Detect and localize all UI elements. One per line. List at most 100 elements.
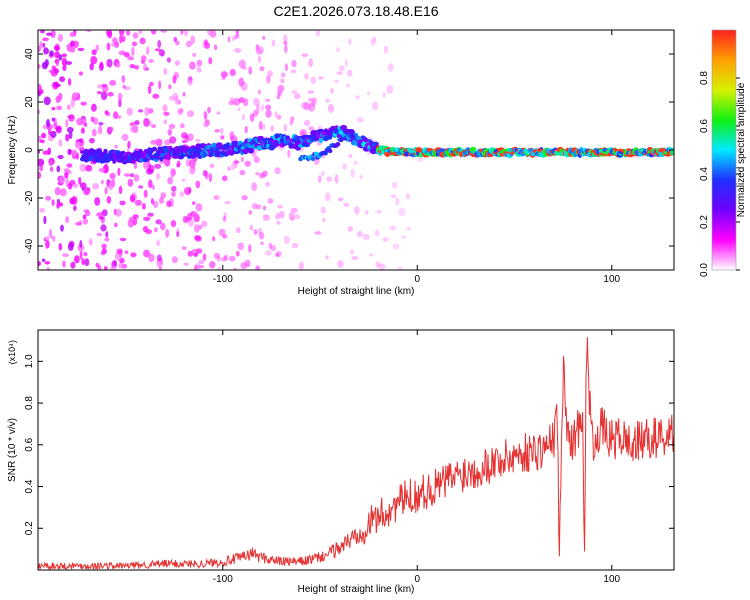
spectrogram-cell — [216, 111, 220, 115]
spectrogram-cell — [151, 146, 158, 152]
spectrogram-cell — [43, 96, 51, 106]
spectrogram-cell — [348, 38, 352, 45]
colorbar-tick-label: 0.6 — [699, 119, 710, 133]
spectrogram-cell — [77, 244, 85, 252]
x-tick-label: 100 — [603, 574, 620, 585]
spectrogram-cell — [121, 263, 128, 269]
spectrogram-cell — [241, 156, 244, 163]
spectrogram-cell — [76, 117, 84, 126]
spectrogram-cell — [94, 197, 101, 206]
spectrogram-cell — [395, 197, 400, 206]
spectrogram-cell — [336, 47, 340, 53]
spectrogram-cell — [207, 106, 211, 114]
spectrogram-cell — [71, 149, 78, 157]
spectrogram-cell — [198, 224, 203, 230]
spectrogram-cell — [48, 228, 53, 238]
spectrogram-cell — [262, 123, 266, 131]
spectrogram-cell — [172, 75, 177, 84]
spectrogram-cell — [71, 196, 78, 205]
spectrogram-cell — [38, 171, 42, 179]
spectrogram-cell — [101, 243, 107, 250]
spectrogram-cell — [255, 172, 260, 176]
spectrogram-cell — [387, 63, 394, 72]
spectrogram-cell — [164, 139, 171, 146]
spectrogram-cell — [148, 253, 155, 263]
spectrogram-cell — [253, 229, 258, 235]
spectrogram-cell — [173, 36, 178, 43]
spectrogram-cell — [40, 30, 45, 34]
spectrogram-cell — [193, 264, 198, 270]
spectrogram-cell — [143, 161, 150, 170]
spectrogram-cell — [80, 127, 85, 134]
spectrogram-cell — [170, 220, 177, 228]
spectrogram-cell — [104, 266, 108, 270]
spectrogram-cell — [67, 183, 73, 190]
spectrogram-cell — [299, 129, 307, 136]
spectrogram-cell — [364, 209, 369, 215]
spectrogram-cell — [304, 73, 309, 80]
spectrogram-cell — [133, 174, 140, 182]
spectrogram-cell — [101, 83, 108, 88]
spectrogram-cell — [53, 81, 59, 88]
x-tick-label: 0 — [414, 574, 420, 585]
spectrogram-cell — [182, 215, 188, 224]
spectrogram-cell — [356, 230, 363, 238]
spectrogram-cell — [184, 30, 188, 37]
spectrogram-cell — [67, 242, 74, 251]
spectrogram-cell — [104, 237, 110, 242]
colorbar-frame — [711, 29, 737, 271]
spectrogram-cell — [143, 249, 151, 258]
spectrogram-cell — [350, 249, 354, 255]
spectrogram-cell — [344, 59, 348, 67]
spectrogram-cell — [217, 254, 221, 262]
colorbar-tick-label: 0.8 — [699, 71, 710, 85]
spectrogram-cell — [203, 123, 209, 128]
spectrogram-cell — [209, 163, 215, 168]
spectrogram-cell — [308, 126, 315, 131]
spectrogram-cell — [117, 167, 121, 176]
spectrogram-cell — [38, 158, 45, 167]
spectrogram-cell — [275, 252, 280, 257]
x-tick-label: -100 — [213, 274, 233, 285]
spectrogram-cell — [237, 242, 244, 251]
spectrogram-cell — [145, 229, 153, 235]
spectrogram-cell — [236, 227, 241, 234]
y-tick-label: 0.2 — [24, 521, 35, 535]
spectrogram-cell — [193, 224, 200, 233]
spectrogram-cell — [167, 128, 173, 136]
spectrogram-cell — [149, 81, 154, 87]
spectrogram-cell — [44, 236, 50, 241]
spectrogram-y-axis: -40 -20 0 20 40 — [24, 48, 674, 253]
spectrogram-cell — [62, 260, 66, 268]
spectrogram-cell — [159, 196, 164, 204]
spectrogram-cell — [227, 166, 231, 171]
spectrogram-cell — [168, 84, 172, 90]
spectrogram-cell — [38, 150, 41, 154]
spectrogram-cell — [280, 78, 285, 84]
spectrogram-cell — [105, 231, 109, 238]
spectrogram-cell — [291, 90, 298, 95]
spectrogram-cell — [244, 160, 252, 167]
spectrogram-cell — [110, 43, 117, 47]
spectrogram-cell — [165, 229, 170, 238]
spectrogram-cell — [160, 30, 167, 33]
spectrogram-cell — [84, 258, 90, 267]
spectrogram-cell — [58, 243, 63, 251]
colorbar-tick-label: 0.4 — [699, 167, 710, 181]
spectrogram-cell — [65, 178, 69, 188]
spectrogram-cell — [322, 217, 326, 223]
spectrogram-cell — [247, 147, 254, 154]
spectrogram-cell — [220, 135, 225, 140]
spectrogram-cell — [291, 242, 299, 249]
spectrogram-cell — [265, 98, 271, 102]
spectrogram-cell — [182, 92, 186, 97]
spectrogram-cell — [213, 195, 220, 201]
spectrogram-cell — [56, 59, 59, 67]
spectrogram-cell — [224, 200, 231, 205]
spectrogram-cell — [170, 168, 175, 178]
spectrogram-cell — [114, 144, 118, 149]
snr-xlabel: Height of straight line (km) — [298, 584, 415, 595]
spectrogram-cell — [54, 187, 61, 196]
spectrogram-cell — [60, 224, 64, 232]
spectrogram-cell — [222, 216, 227, 222]
